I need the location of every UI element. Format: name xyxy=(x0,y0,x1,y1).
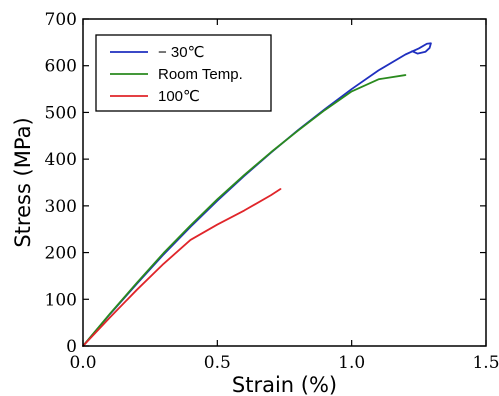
x-tick-label: 0.0 xyxy=(69,353,96,373)
legend-label-0: − 30℃ xyxy=(158,44,204,61)
x-tick-label: 0.5 xyxy=(204,353,231,373)
ticks-layer: 0.0 0.5 1.0 1.5 0 100 200 300 400 500 600 700 xyxy=(45,10,499,373)
x-tick-label: 1.5 xyxy=(472,353,499,373)
series-line-0 xyxy=(82,42,432,347)
series-layer xyxy=(82,42,432,347)
legend: − 30℃ Room Temp. 100℃ xyxy=(95,34,272,112)
y-tick-label: 600 xyxy=(45,57,77,77)
y-tick-label: 200 xyxy=(45,244,77,264)
legend-box xyxy=(95,34,272,112)
y-axis-label: Stress (MPa) xyxy=(11,117,35,247)
x-tick-label: 1.0 xyxy=(338,353,365,373)
x-axis-label: Strain (%) xyxy=(232,373,337,396)
legend-label-1: Room Temp. xyxy=(158,66,243,83)
y-tick-label: 400 xyxy=(45,150,77,170)
y-tick-label: 700 xyxy=(45,10,77,30)
plot-frame xyxy=(82,18,487,347)
legend-label-2: 100℃ xyxy=(158,88,200,105)
y-tick-label: 100 xyxy=(45,290,77,310)
y-tick-label: 300 xyxy=(45,197,77,217)
y-tick-label: 500 xyxy=(45,103,77,123)
y-tick-label: 0 xyxy=(66,337,77,357)
series-line-2 xyxy=(82,188,282,347)
series-line-1 xyxy=(82,74,407,347)
